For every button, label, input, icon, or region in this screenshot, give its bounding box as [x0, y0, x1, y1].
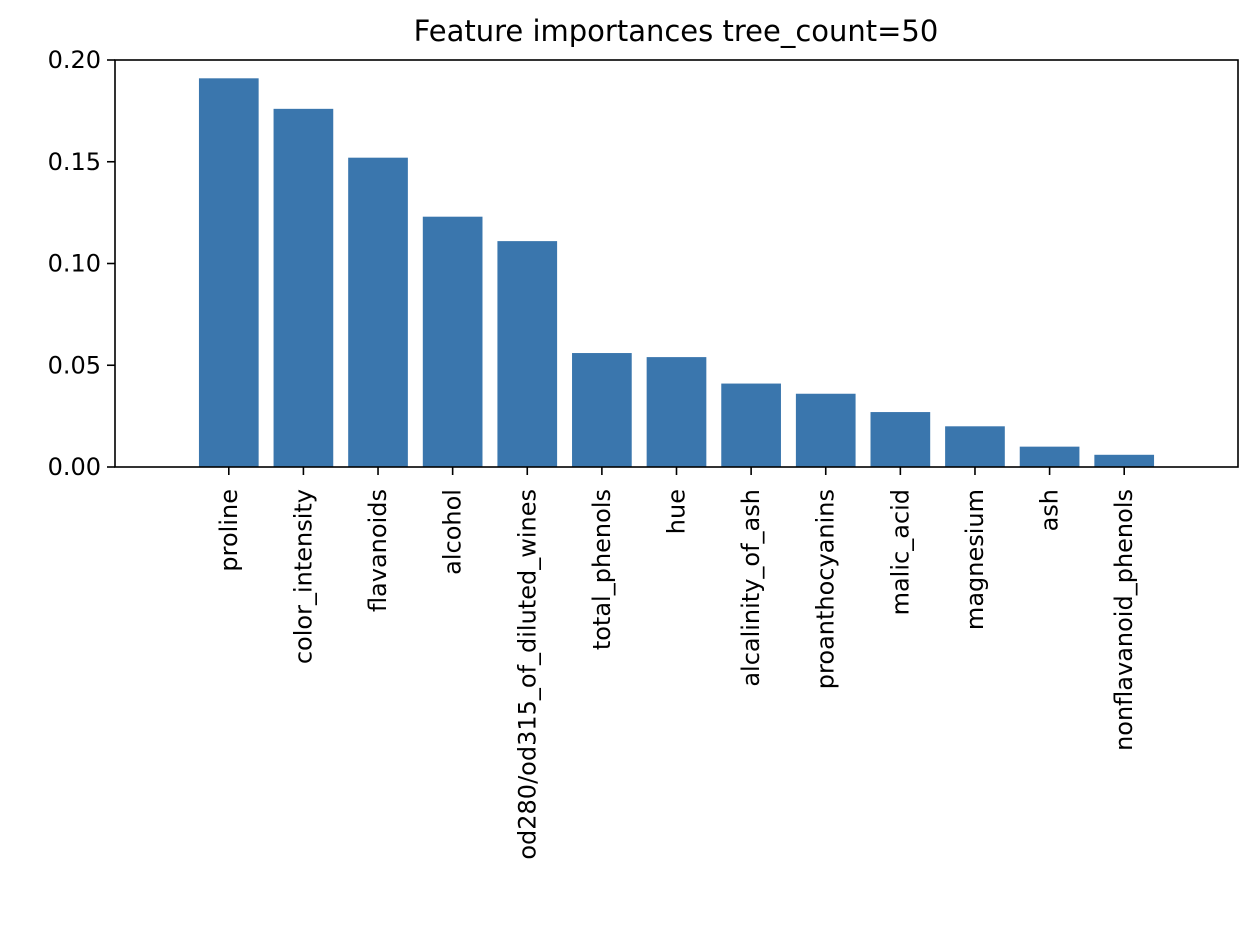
x-tick-label: magnesium [961, 489, 989, 630]
y-tick-label: 0.00 [48, 453, 101, 481]
y-tick-label: 0.05 [48, 351, 101, 379]
bar-ash [1019, 446, 1080, 467]
y-tick-label: 0.10 [48, 250, 101, 278]
y-tick-label: 0.20 [48, 46, 101, 74]
bar-malic-acid [870, 412, 931, 467]
bar-alcalinity-of-ash [721, 383, 781, 467]
bars-layer [198, 78, 1155, 467]
x-tick-label: proline [215, 489, 243, 572]
bar-flavanoids [348, 157, 408, 467]
x-tick-label: hue [663, 489, 691, 534]
x-tick-label: proanthocyanins [812, 489, 840, 689]
x-tick-label: total_phenols [588, 489, 616, 650]
x-tick-label: alcalinity_of_ash [737, 489, 765, 687]
bar-od280-od315-of-diluted-wines [497, 241, 558, 467]
plot-frame [114, 59, 1239, 468]
x-tick-label: ash [1036, 489, 1064, 531]
bar-color-intensity [273, 108, 334, 467]
bar-nonflavanoid-phenols [1094, 454, 1155, 467]
bar-proanthocyanins [795, 393, 856, 467]
x-tick-label: color_intensity [289, 489, 317, 664]
bar-alcohol [422, 216, 483, 467]
bar-proline [198, 78, 259, 467]
bar-magnesium [945, 426, 1005, 467]
y-axis: 0.00 0.05 0.10 0.15 0.20 [48, 46, 115, 481]
bar-hue [646, 357, 707, 467]
x-tick-label: flavanoids [364, 489, 392, 612]
bar-total-phenols [572, 353, 632, 467]
x-tick-label: alcohol [439, 489, 467, 575]
x-tick-label: od280/od315_of_diluted_wines [513, 489, 541, 860]
y-tick-label: 0.15 [48, 148, 101, 176]
x-tick-label: malic_acid [886, 489, 914, 615]
x-tick-label: nonflavanoid_phenols [1110, 489, 1138, 751]
chart-title: Feature importances tree_count=50 [414, 14, 939, 48]
x-axis: proline color_intensity flavanoids alcohol o… [215, 467, 1138, 860]
